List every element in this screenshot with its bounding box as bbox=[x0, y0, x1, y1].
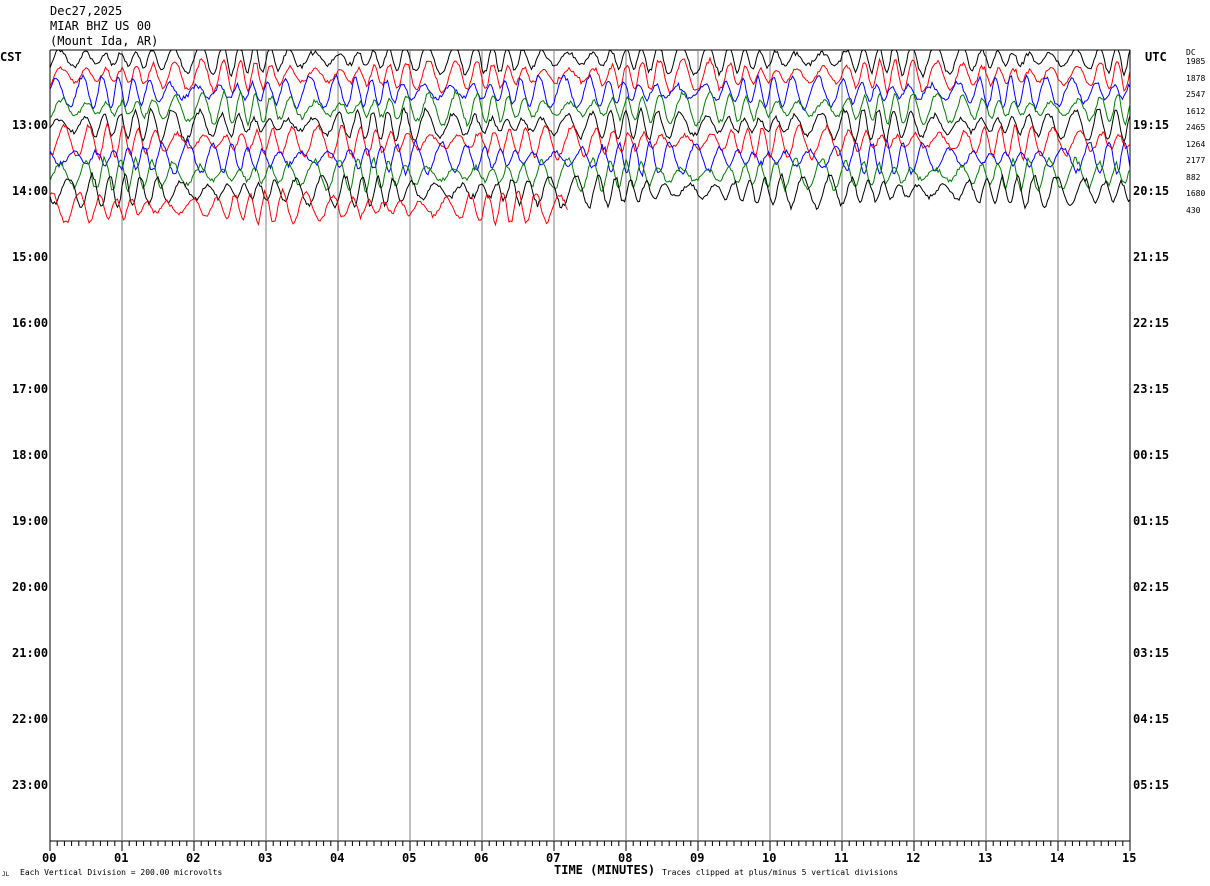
left-time-label: 13:00 bbox=[12, 118, 49, 132]
right-time-label: 04:15 bbox=[1133, 712, 1170, 726]
date-label: Dec27,2025 bbox=[50, 4, 123, 18]
dc-offset-value: 430 bbox=[1186, 205, 1201, 215]
dc-offset-value: 2465 bbox=[1186, 123, 1206, 132]
x-tick-label: 15 bbox=[1122, 851, 1137, 865]
seismic-trace bbox=[49, 172, 1131, 212]
location-label: (Mount Ida, AR) bbox=[50, 34, 159, 48]
right-time-label: 23:15 bbox=[1133, 382, 1170, 396]
right-time-label: 02:15 bbox=[1133, 580, 1170, 594]
x-tick-label: 09 bbox=[690, 851, 705, 865]
left-time-label: 20:00 bbox=[12, 580, 49, 594]
seismic-trace bbox=[49, 73, 1131, 112]
seismic-trace bbox=[49, 106, 1131, 144]
dc-offset-value: 1264 bbox=[1186, 139, 1206, 149]
seismic-trace bbox=[49, 56, 1131, 95]
right-time-label: 19:15 bbox=[1133, 118, 1170, 132]
dc-offset-value: 1612 bbox=[1186, 106, 1206, 116]
left-time-label: 21:00 bbox=[12, 646, 49, 660]
dc-offset-value: 2177 bbox=[1186, 156, 1206, 165]
left-time-label: 23:00 bbox=[12, 778, 49, 792]
right-time-label: 00:15 bbox=[1133, 448, 1170, 462]
dc-label: DC bbox=[1186, 48, 1196, 57]
corner-mark: JL bbox=[2, 871, 10, 878]
right-time-label: 22:15 bbox=[1133, 316, 1170, 330]
right-zone-label: UTC bbox=[1145, 50, 1167, 64]
x-axis-label: TIME (MINUTES) bbox=[554, 863, 656, 877]
right-time-label: 01:15 bbox=[1133, 514, 1170, 528]
left-time-label: 14:00 bbox=[12, 184, 49, 198]
right-time-label: 21:15 bbox=[1133, 250, 1170, 264]
left-time-label: 16:00 bbox=[12, 316, 49, 330]
seismic-trace bbox=[49, 88, 1131, 128]
dc-offset-value: 1680 bbox=[1186, 189, 1206, 198]
left-time-label: 19:00 bbox=[12, 514, 49, 528]
x-tick-label: 08 bbox=[618, 851, 633, 865]
x-tick-label: 14 bbox=[1050, 851, 1065, 865]
x-tick-label: 05 bbox=[402, 851, 417, 865]
right-time-label: 03:15 bbox=[1133, 646, 1170, 660]
seismic-trace bbox=[49, 155, 1131, 194]
scale-note: Each Vertical Division = 200.00 microvol… bbox=[20, 868, 223, 877]
dc-offset-value: 1985 bbox=[1186, 57, 1206, 66]
left-time-label: 18:00 bbox=[12, 448, 49, 462]
right-time-label: 05:15 bbox=[1133, 778, 1170, 792]
seismic-trace bbox=[49, 49, 1131, 79]
dc-offset-value: 2547 bbox=[1186, 90, 1206, 99]
x-tick-label: 13 bbox=[978, 851, 993, 865]
x-tick-label: 11 bbox=[834, 851, 849, 865]
x-tick-label: 12 bbox=[906, 851, 921, 865]
left-time-label: 17:00 bbox=[12, 382, 49, 396]
dc-offset-value: 882 bbox=[1186, 172, 1201, 182]
left-zone-label: CST bbox=[0, 50, 22, 64]
x-tick-label: 01 bbox=[114, 851, 129, 865]
seismic-trace bbox=[49, 187, 568, 227]
x-tick-label: 10 bbox=[762, 851, 777, 865]
left-time-label: 22:00 bbox=[12, 712, 49, 726]
x-tick-label: 06 bbox=[474, 851, 489, 865]
station-label: MIAR BHZ US 00 bbox=[50, 19, 152, 33]
x-tick-label: 03 bbox=[258, 851, 273, 865]
x-tick-label: 07 bbox=[546, 851, 561, 865]
right-time-label: 20:15 bbox=[1133, 184, 1170, 198]
x-tick-label: 00 bbox=[42, 851, 57, 865]
x-tick-label: 04 bbox=[330, 851, 345, 865]
x-tick-label: 02 bbox=[186, 851, 201, 865]
left-time-label: 15:00 bbox=[12, 250, 49, 264]
seismic-trace bbox=[49, 122, 1131, 162]
clip-note: Traces clipped at plus/minus 5 vertical … bbox=[662, 868, 899, 877]
dc-offset-value: 1878 bbox=[1186, 73, 1206, 83]
